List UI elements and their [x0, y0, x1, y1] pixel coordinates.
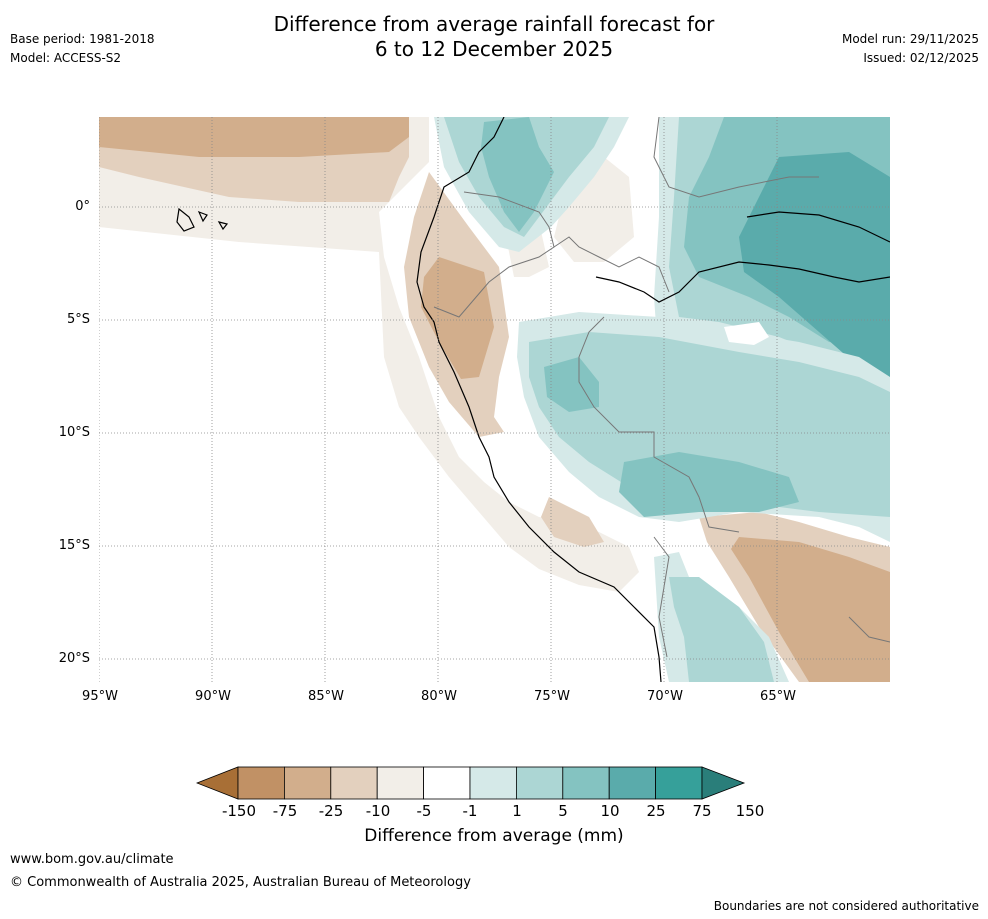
- colorbar-label: -5: [416, 802, 432, 820]
- base-period: Base period: 1981-2018: [10, 32, 155, 46]
- colorbar-cell: [376, 766, 424, 800]
- colorbar: [196, 766, 746, 800]
- lat-label: 20°S: [58, 651, 90, 666]
- colorbar-cell: [655, 766, 703, 800]
- lon-label: 80°W: [421, 689, 457, 704]
- colorbar-cell: [330, 766, 378, 800]
- lat-label: 0°: [75, 199, 90, 214]
- footer-copyright: © Commonwealth of Australia 2025, Austra…: [10, 875, 471, 890]
- chart-title: Difference from average rainfall forecas…: [0, 12, 988, 62]
- colorbar-cell: [469, 766, 517, 800]
- colorbar-cell: [237, 766, 285, 800]
- issued-date: Issued: 02/12/2025: [863, 51, 979, 65]
- colorbar-label: 25: [646, 802, 666, 820]
- colorbar-label: 75: [692, 802, 712, 820]
- lon-label: 70°W: [647, 689, 683, 704]
- lon-label: 95°W: [82, 689, 118, 704]
- lon-label: 90°W: [195, 689, 231, 704]
- lon-label: 85°W: [308, 689, 344, 704]
- gridlines: [99, 117, 890, 682]
- dry-anomaly-areas: [99, 117, 890, 682]
- coastlines: [176, 117, 890, 682]
- lon-label: 75°W: [534, 689, 570, 704]
- lon-label: 65°W: [760, 689, 796, 704]
- colorbar-label: 150: [735, 802, 765, 820]
- colorbar-label: -150: [221, 802, 257, 820]
- colorbar-cell: [608, 766, 657, 800]
- wet-anomaly-areas: [434, 117, 890, 682]
- meta-right: Model run: 29/11/2025 Issued: 02/12/2025: [842, 30, 979, 68]
- title-line-1: Difference from average rainfall forecas…: [273, 12, 715, 36]
- title-line-2: 6 to 12 December 2025: [374, 37, 614, 61]
- colorbar-label: 5: [558, 802, 568, 820]
- colorbar-label: -1: [462, 802, 478, 820]
- colorbar-cell: [562, 766, 610, 800]
- colorbar-label: -25: [318, 802, 344, 820]
- meta-left: Base period: 1981-2018 Model: ACCESS-S2: [10, 30, 155, 68]
- model-name: Model: ACCESS-S2: [10, 51, 122, 65]
- model-run: Model run: 29/11/2025: [841, 32, 979, 46]
- colorbar-label: 10: [600, 802, 620, 820]
- colorbar-extend-low: [196, 766, 239, 800]
- colorbar-title: Difference from average (mm): [364, 826, 624, 846]
- colorbar-cell: [423, 766, 471, 800]
- footer-disclaimer: Boundaries are not considered authoritat…: [713, 899, 979, 913]
- rainfall-map: [99, 117, 890, 682]
- lat-label: 10°S: [58, 425, 90, 440]
- colorbar-extend-high: [701, 766, 746, 800]
- colorbar-label: -75: [272, 802, 298, 820]
- colorbar-label: 1: [512, 802, 522, 820]
- lat-label: 5°S: [66, 312, 90, 327]
- colorbar-label: -10: [365, 802, 391, 820]
- lat-label: 15°S: [58, 538, 90, 553]
- colorbar-cell: [284, 766, 332, 800]
- colorbar-cell: [515, 766, 564, 800]
- country-borders: [433, 117, 890, 658]
- footer-url[interactable]: www.bom.gov.au/climate: [10, 852, 174, 867]
